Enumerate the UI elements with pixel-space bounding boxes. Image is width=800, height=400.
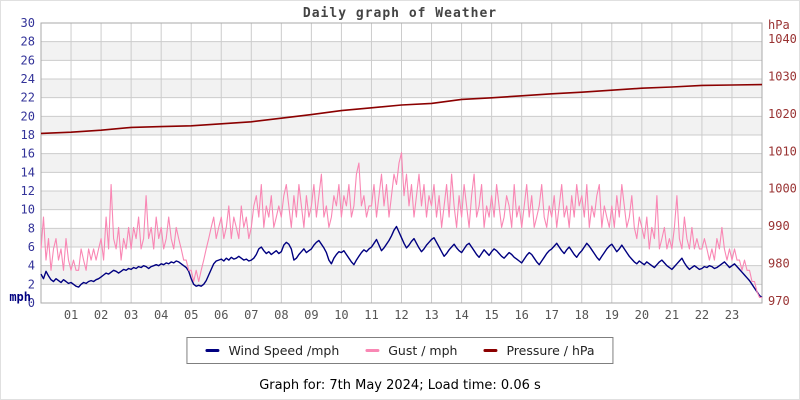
wind-speed-swatch: [205, 349, 220, 352]
left-axis-tick: 26: [21, 53, 35, 67]
right-axis-tick: 1020: [768, 107, 797, 121]
left-axis-tick: 24: [21, 72, 35, 86]
left-axis-tick: 28: [21, 35, 35, 49]
footer-caption: Graph for: 7th May 2024; Load time: 0.06…: [259, 378, 541, 393]
x-axis-tick: 11: [364, 308, 378, 322]
right-axis-tick: 1030: [768, 69, 797, 83]
x-axis-tick: 12: [394, 308, 408, 322]
left-axis-tick: 4: [28, 259, 35, 273]
left-axis-tick: 12: [21, 184, 35, 198]
x-axis-tick: 04: [154, 308, 168, 322]
x-axis-tick: 13: [424, 308, 438, 322]
legend-label-gust: Gust / mph: [388, 343, 458, 358]
legend: Wind Speed /mph Gust / mph Pressure / hP…: [186, 337, 614, 364]
plot-border: [40, 22, 763, 304]
series-wind-speed-mph: [40, 225, 763, 298]
right-axis-tick: 1040: [768, 32, 797, 46]
left-axis-tick: 20: [21, 109, 35, 123]
legend-item-pressure: Pressure / hPa: [483, 343, 595, 358]
x-axis-tick: 08: [274, 308, 288, 322]
x-axis-tick: 02: [94, 308, 108, 322]
x-axis-tick: 18: [575, 308, 589, 322]
x-axis-tick: 06: [214, 308, 228, 322]
x-axis-tick: 01: [64, 308, 78, 322]
x-axis-tick: 09: [304, 308, 318, 322]
left-axis-tick: 18: [21, 128, 35, 142]
x-axis-tick: 15: [484, 308, 498, 322]
left-axis-unit: mph: [9, 290, 31, 304]
right-axis-tick: 970: [768, 294, 790, 308]
right-axis-tick: 990: [768, 219, 790, 233]
x-axis-tick: 16: [514, 308, 528, 322]
gust-swatch: [365, 349, 380, 352]
left-axis-tick: 6: [28, 240, 35, 254]
series-gust-mph: [40, 152, 762, 298]
left-axis-tick: 2: [28, 277, 35, 291]
left-axis-tick: 16: [21, 147, 35, 161]
page-title: Daily graph of Weather: [302, 6, 498, 21]
legend-label-pressure: Pressure / hPa: [506, 343, 595, 358]
right-axis-tick: 1000: [768, 182, 797, 196]
pressure-swatch: [483, 349, 498, 352]
left-axis-tick: 0: [28, 296, 35, 310]
x-axis-tick: 23: [725, 308, 739, 322]
left-axis-tick: 14: [21, 165, 35, 179]
x-axis-tick: 05: [184, 308, 198, 322]
weather-chart: 302826242220181614121086420mphhPa1040103…: [9, 16, 797, 322]
x-axis-tick: 20: [635, 308, 649, 322]
x-axis-tick: 14: [454, 308, 468, 322]
legend-item-wind-speed: Wind Speed /mph: [205, 343, 339, 358]
legend-label-wind-speed: Wind Speed /mph: [228, 343, 340, 358]
x-axis-tick: 19: [605, 308, 619, 322]
x-axis-tick: 03: [124, 308, 138, 322]
right-axis-tick: 1010: [768, 144, 797, 158]
left-axis-tick: 10: [21, 203, 35, 217]
x-axis-tick: 22: [695, 308, 709, 322]
series-pressure-hpa: [40, 83, 763, 135]
x-axis-tick: 10: [334, 308, 348, 322]
right-axis-tick: 980: [768, 257, 790, 271]
x-axis-tick: 07: [244, 308, 258, 322]
right-axis-unit: hPa: [768, 18, 790, 32]
x-axis-tick: 21: [665, 308, 679, 322]
x-axis-tick: 17: [544, 308, 558, 322]
legend-item-gust: Gust / mph: [365, 343, 457, 358]
left-axis-tick: 8: [28, 221, 35, 235]
left-axis-tick: 30: [21, 16, 35, 30]
left-axis-tick: 22: [21, 91, 35, 105]
